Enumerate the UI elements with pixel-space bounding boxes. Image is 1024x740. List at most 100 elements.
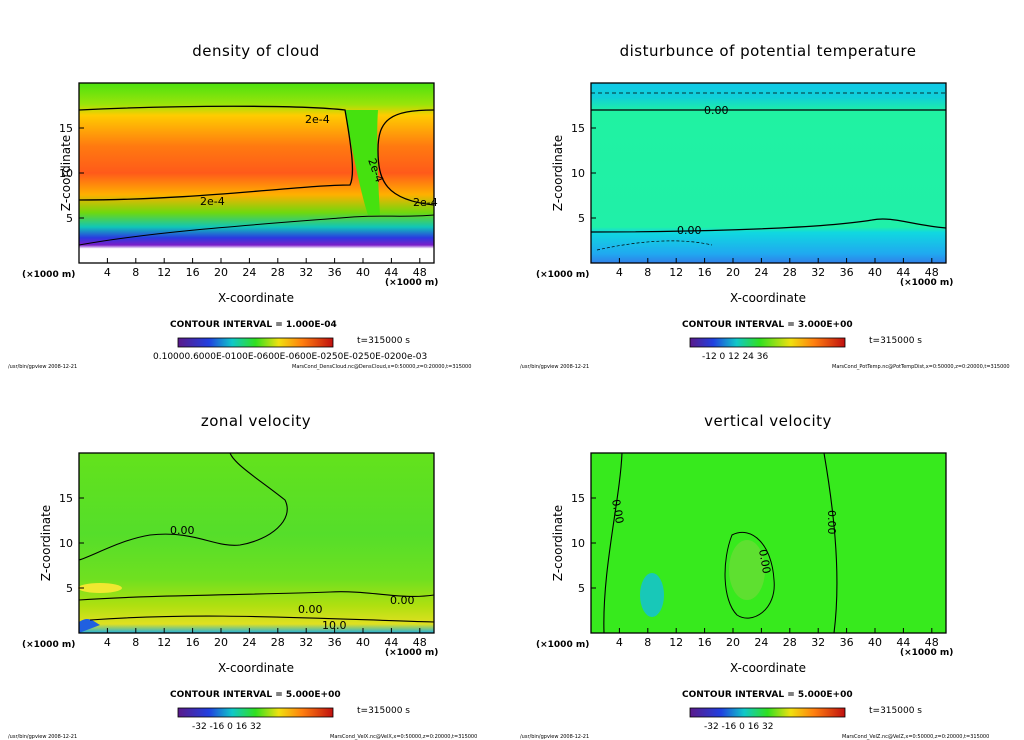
x-tick-label: 16 [698,266,712,279]
x-tick-label: 28 [271,266,285,279]
contour-line [78,591,435,601]
footer-right: MarsCond_DensCloud.nc@DensCloud,x=0:5000… [292,364,472,370]
contour-label: 0.00 [609,498,626,524]
y-tick-label: 5 [578,582,585,595]
x-tick-label: 44 [384,266,398,279]
x-tick-label: 16 [186,636,200,649]
y-tick-label: 10 [59,537,73,550]
contour-label: 0.00 [170,524,195,537]
x-tick-label: 44 [384,636,398,649]
x-unit-label: (×1000 m) [22,640,75,650]
colorbar-labels: -12 0 12 24 36 [702,352,769,362]
x-unit-label: (×1000 m) [536,640,589,650]
contour-line [603,452,623,634]
y-tick-label: 5 [66,212,73,225]
contour-line [724,531,775,619]
footer-left: /usr/bin/gpview 2008-12-21 [520,734,590,740]
contour-interval: CONTOUR INTERVAL = 3.000E+00 [682,320,853,330]
colorbar-labels: 0.10000.6000E-0100E-0600E-0600E-0250E-02… [153,352,428,362]
colorbar-labels: -32 -16 0 16 32 [704,722,774,732]
vertical-plot-svg: 0.00 0.00 0.00 4 8 12 16 20 24 28 32 36 40 44 48 51… [536,452,953,718]
x-tick-label: 28 [271,636,285,649]
contour-label: 2e-4 [305,113,330,126]
y-tick-label: 15 [59,122,73,135]
x-tick-label: 16 [186,266,200,279]
x-tick-label: 20 [726,266,740,279]
contour-line [78,214,435,246]
contour-interval: CONTOUR INTERVAL = 1.000E-04 [170,320,337,330]
panel-vertical-velocity: vertical velocity 0.00 0.00 [512,370,1024,740]
x-tick-label: 24 [754,266,768,279]
x-tick-label: 12 [157,266,171,279]
y-axis-title: Z-coordinate [551,135,565,211]
x-tick-label: 40 [868,636,882,649]
contour-line [78,105,354,201]
x-tick-label: 20 [214,636,228,649]
x-tick-label: 20 [214,266,228,279]
contour-line [78,452,288,561]
x-tick-label: 12 [157,636,171,649]
x-tick-label: 20 [726,636,740,649]
x-tick-label: 48 [925,636,939,649]
x-tick-label: 40 [356,636,370,649]
footer-right: MarsCond_VelZ.nc@VelZ,x=0:50000,z=0:2000… [842,734,990,740]
x-tick-label: 40 [868,266,882,279]
time-label: t=315000 s [869,336,922,346]
x-tick-label: 32 [811,636,825,649]
x-tick-label: 12 [669,636,683,649]
contour-label: 0.00 [677,224,702,237]
contour-label: 0.00 [390,594,415,607]
y-axis-title: Z-coordinate [551,505,565,581]
x-axis-title: X-coordinate [730,661,806,675]
x-tick-label: 28 [783,636,797,649]
contour-line [823,452,838,634]
y-tick-label: 10 [571,537,585,550]
y-axis-title: Z-coordinate [59,135,73,211]
x-tick-label: 32 [299,266,313,279]
x-tick-label: 36 [328,636,342,649]
contour-interval: CONTOUR INTERVAL = 5.000E+00 [170,690,341,700]
contour-label: 0.00 [756,548,773,574]
colorbar [177,337,334,348]
x-unit-label-right: (×1000 m) [900,648,953,658]
footer-right: MarsCond_PotTemp.nc@PotTempDist,x=0:5000… [832,364,1010,370]
x-unit-label: (×1000 m) [22,270,75,280]
x-tick-label: 36 [328,266,342,279]
y-tick-label: 5 [578,212,585,225]
y-tick-label: 15 [59,492,73,505]
x-tick-label: 28 [783,266,797,279]
x-tick-label: 4 [104,636,111,649]
footer-right: MarsCond_VelX.nc@VelX,x=0:50000,z=0:2000… [330,734,478,740]
x-tick-label: 4 [104,266,111,279]
footer-left: /usr/bin/gpview 2008-12-21 [520,364,590,370]
time-label: t=315000 s [357,336,410,346]
contour-label: 0.00 [298,603,323,616]
y-tick-label: 10 [59,167,73,180]
x-tick-label: 44 [896,266,910,279]
x-tick-label: 4 [616,266,623,279]
x-tick-label: 8 [132,636,139,649]
time-label: t=315000 s [357,706,410,716]
cloud-gap-column [345,110,380,215]
contour-label: 2e-4 [413,196,438,209]
x-tick-label: 32 [299,636,313,649]
x-axis-title: X-coordinate [218,291,294,305]
cloud-plot-svg: 2e-4 2e-4 2e-4 2e-4 4 8 12 16 20 24 28 32 36 40 44… [22,82,438,348]
x-tick-label: 24 [754,636,768,649]
contour-line [89,615,435,623]
y-axis-title: Z-coordinate [39,505,53,581]
contour-label: 0.00 [704,104,729,117]
footer-left: /usr/bin/gpview 2008-12-21 [8,734,78,740]
x-unit-label-right: (×1000 m) [385,648,438,658]
colorbar [689,337,846,348]
contour-label: 0.00 [825,510,838,535]
colorbar [177,707,334,718]
x-tick-label: 8 [644,266,651,279]
x-axis-title: X-coordinate [218,661,294,675]
contour-line [590,218,947,233]
contour-interval: CONTOUR INTERVAL = 5.000E+00 [682,690,853,700]
x-tick-label: 48 [925,266,939,279]
panel-cloud-density: density of cloud [0,0,512,370]
